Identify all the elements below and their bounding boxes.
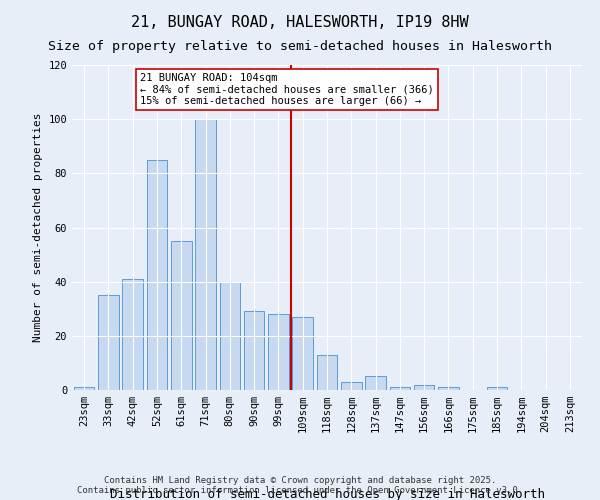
Text: 21, BUNGAY ROAD, HALESWORTH, IP19 8HW: 21, BUNGAY ROAD, HALESWORTH, IP19 8HW <box>131 15 469 30</box>
Bar <box>98 295 119 390</box>
Bar <box>341 382 362 390</box>
Text: Size of property relative to semi-detached houses in Halesworth: Size of property relative to semi-detach… <box>48 40 552 53</box>
Bar <box>220 282 240 390</box>
Bar <box>122 279 143 390</box>
Bar <box>74 388 94 390</box>
Bar <box>389 388 410 390</box>
Text: Contains HM Land Registry data © Crown copyright and database right 2025.
Contai: Contains HM Land Registry data © Crown c… <box>77 476 523 495</box>
Bar <box>268 314 289 390</box>
Bar <box>317 355 337 390</box>
Bar <box>365 376 386 390</box>
Bar <box>146 160 167 390</box>
Bar <box>438 388 459 390</box>
Bar <box>171 241 191 390</box>
Bar <box>292 317 313 390</box>
Bar <box>414 384 434 390</box>
Bar <box>487 388 508 390</box>
Text: 21 BUNGAY ROAD: 104sqm
← 84% of semi-detached houses are smaller (366)
15% of se: 21 BUNGAY ROAD: 104sqm ← 84% of semi-det… <box>140 73 434 106</box>
Y-axis label: Number of semi-detached properties: Number of semi-detached properties <box>33 113 43 342</box>
Bar <box>195 119 216 390</box>
X-axis label: Distribution of semi-detached houses by size in Halesworth: Distribution of semi-detached houses by … <box>110 488 545 500</box>
Bar <box>244 312 265 390</box>
